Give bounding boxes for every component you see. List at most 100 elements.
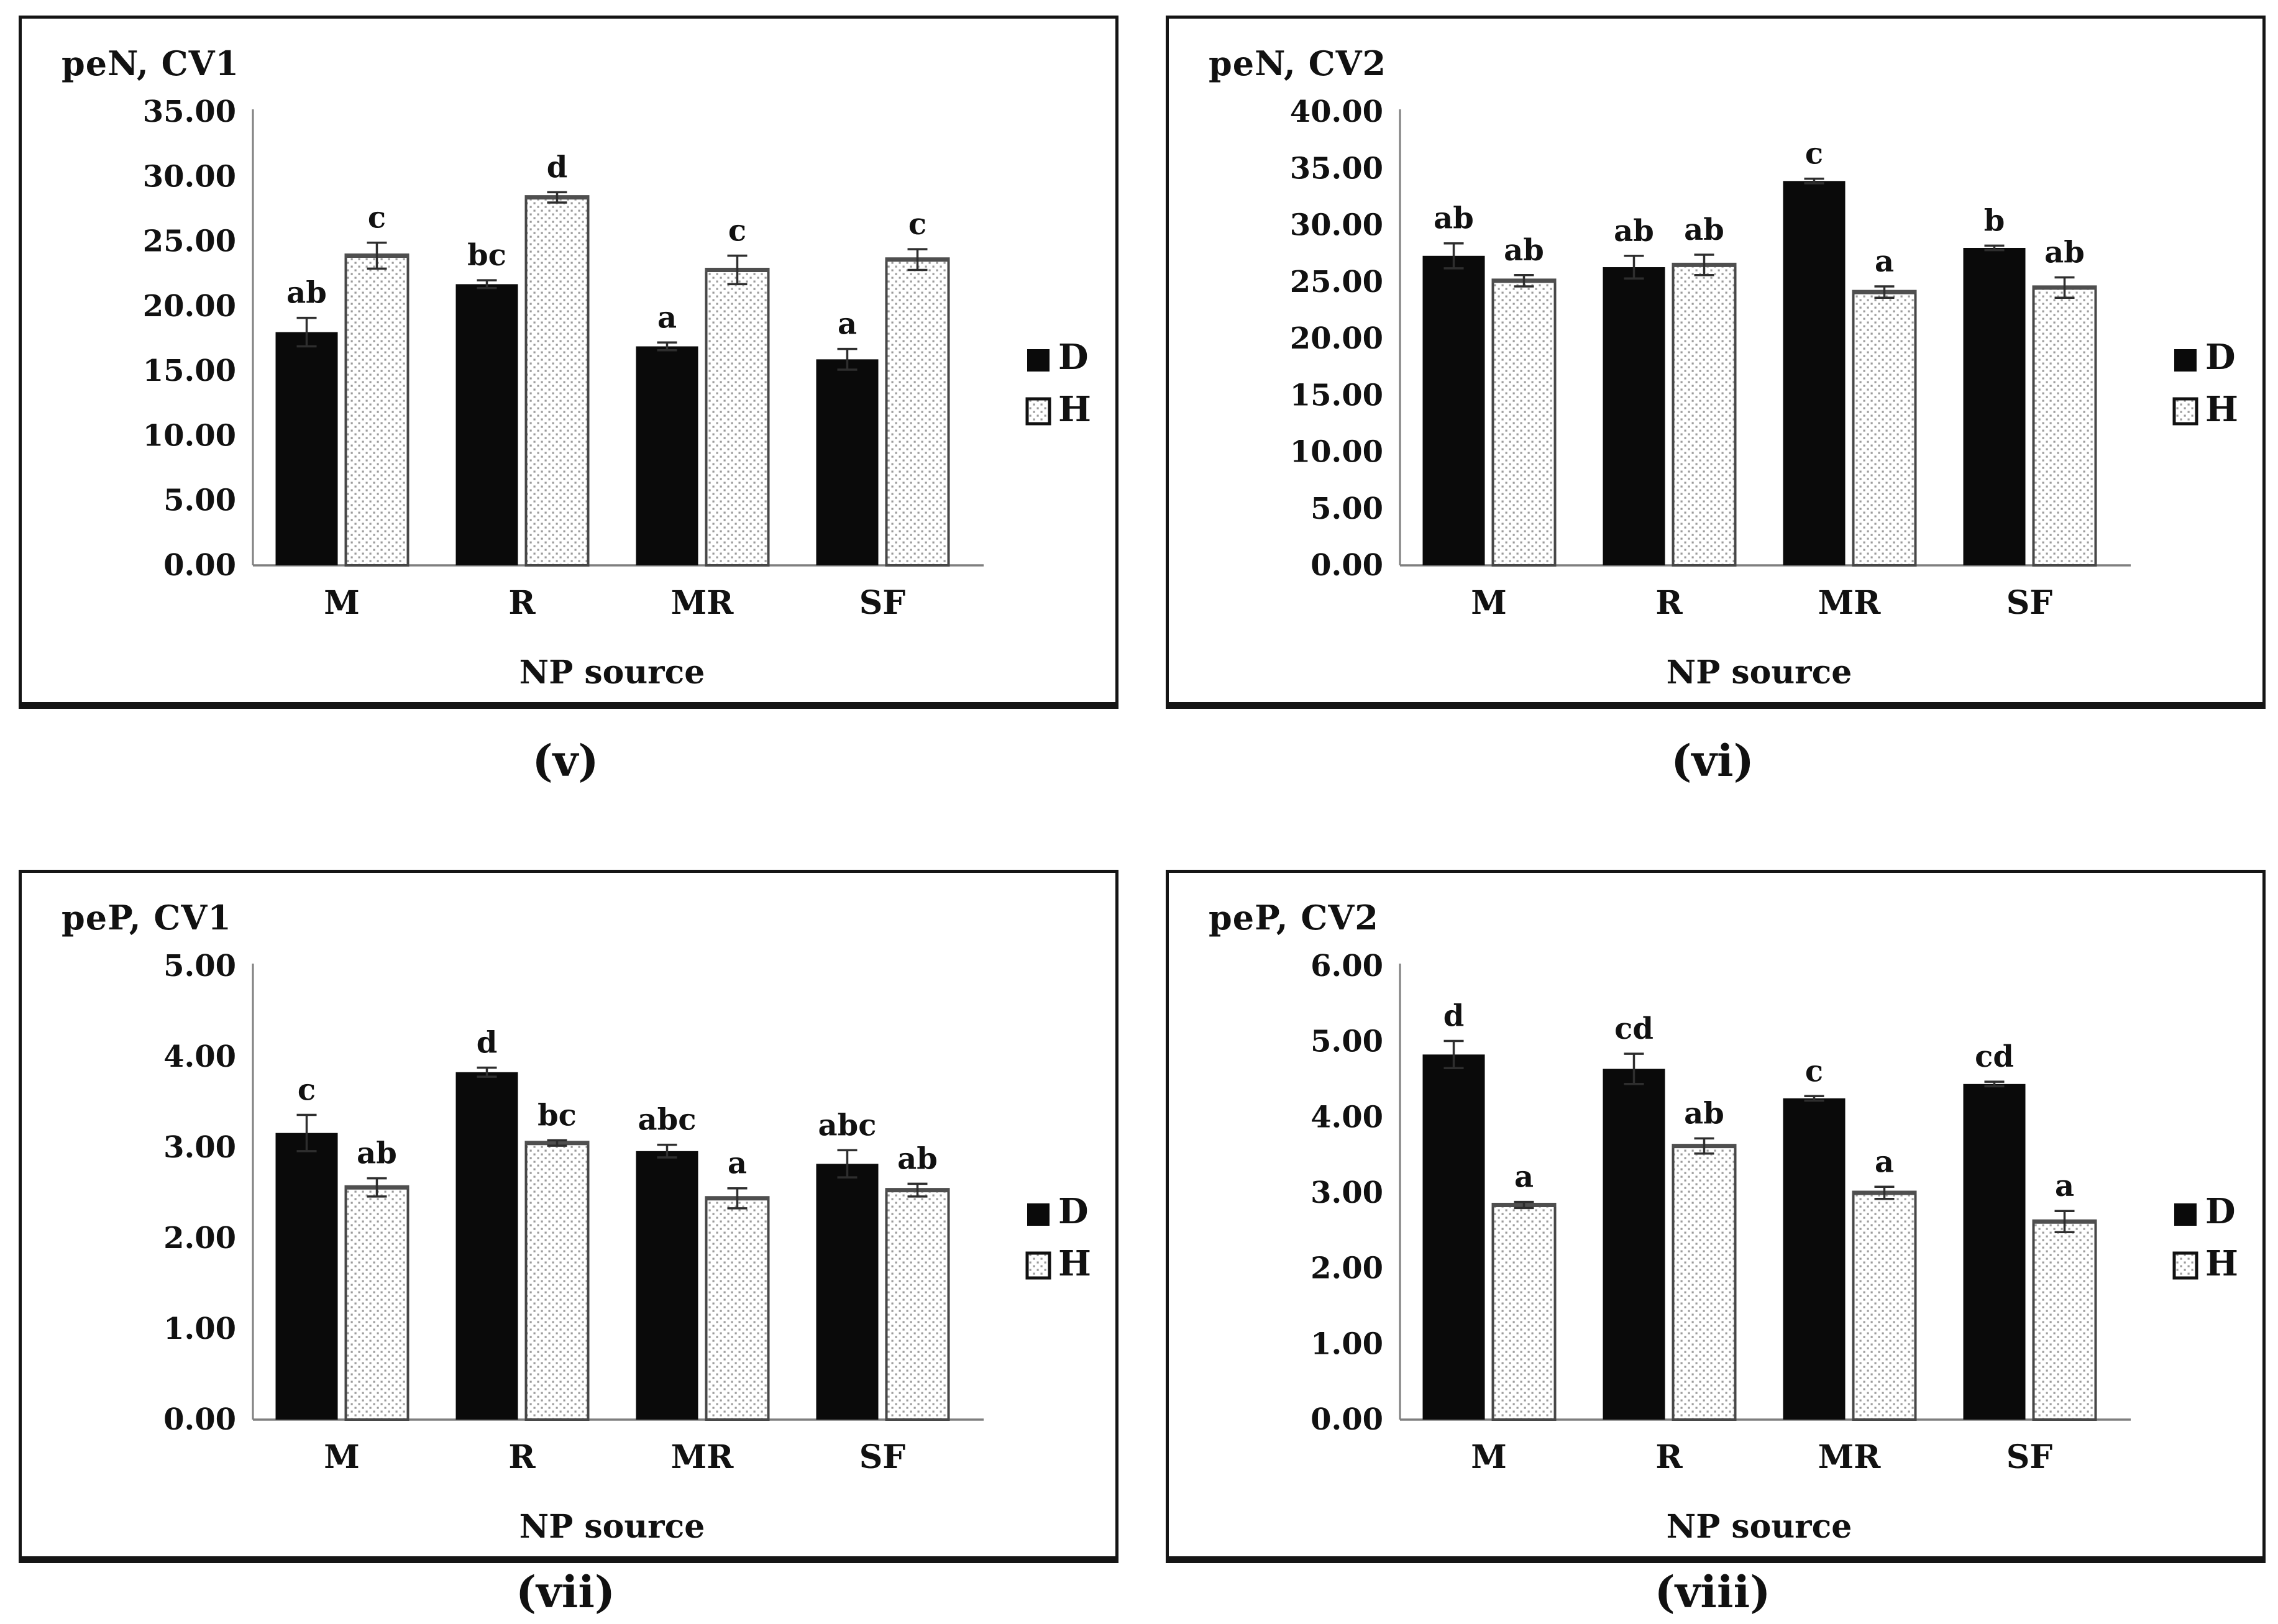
x-axis-title: NP source [1667, 1508, 1852, 1546]
x-axis-title: NP source [519, 1508, 705, 1546]
y-tick-label: 1.00 [1311, 1326, 1383, 1361]
sig-letter-H-M: c [368, 201, 386, 235]
sig-letter-H-R: ab [1684, 1096, 1724, 1131]
bar-D-SF [816, 1164, 879, 1420]
y-tick-label: 5.00 [1311, 491, 1383, 526]
legend-swatch-D [2174, 349, 2197, 372]
x-tick-label: SF [859, 1438, 906, 1476]
bar-chart-viii: 0.00 1.00 2.00 3.00 4.00 5.00 6.00 Md a Rcd ab MR c a… [1311, 949, 2238, 1546]
sig-letter-H-R: ab [1684, 212, 1724, 247]
sig-letter-D-MR: c [1805, 137, 1823, 171]
y-tick-label: 20.00 [143, 289, 236, 324]
sig-letter-D-M: ab [1434, 201, 1474, 236]
bar-H-MR [1852, 1192, 1917, 1421]
legend-label-D: D [2205, 1191, 2236, 1232]
figure-caption-v: (v) [532, 735, 599, 787]
y-tick-label: 2.00 [1311, 1251, 1383, 1286]
sig-letter-D-MR: abc [638, 1103, 697, 1138]
bar-chart-v: 0.00 5.00 10.00 15.00 20.00 25.00 30.00 35.00 Ma… [143, 94, 1091, 691]
bar-H-M [1491, 279, 1557, 567]
bar-chart-vii: 0.001.002.003.004.005.00McabRdbcMRabcaSF… [163, 949, 1091, 1546]
y-tick-label: 2.00 [163, 1221, 236, 1256]
y-tick-label: 35.00 [143, 94, 236, 129]
bar-H-MR [705, 268, 770, 567]
sig-letter-D-SF: abc [818, 1108, 877, 1143]
sig-letter-H-MR: a [728, 1146, 747, 1181]
x-tick-label: SF [2006, 584, 2053, 622]
legend-swatch-H [1025, 1251, 1051, 1280]
bar-H-R [1672, 263, 1737, 567]
legend-label-H: H [1058, 389, 1091, 430]
x-axis-title: NP source [519, 654, 705, 691]
bar-D-MR [1783, 181, 1846, 565]
bar-H-M [1491, 1203, 1557, 1421]
sig-letter-D-SF: b [1984, 203, 2005, 238]
sig-letter-D-M: c [298, 1072, 316, 1107]
sig-letter-H-MR: a [1875, 244, 1894, 279]
legend-label-D: D [2205, 337, 2236, 378]
x-tick-label: MR [1818, 1438, 1882, 1476]
bar-D-MR [636, 346, 698, 565]
bar-D-R [455, 284, 518, 565]
sig-letter-H-SF: ab [897, 1141, 938, 1176]
x-tick-label: SF [859, 584, 906, 622]
x-tick-label: R [508, 584, 536, 622]
sig-letter-D-R: cd [1614, 1011, 1654, 1046]
bar-H-R [524, 1141, 590, 1421]
legend-swatch-D [2174, 1203, 2197, 1226]
y-tick-label: 5.00 [163, 483, 236, 518]
x-tick-label: R [1655, 1438, 1683, 1476]
y-tick-label: 10.00 [1290, 435, 1383, 470]
x-tick-label: SF [2006, 1438, 2053, 1476]
sig-letter-D-SF: cd [1975, 1039, 2014, 1074]
bar-H-SF [885, 258, 950, 567]
sig-letter-H-MR: c [728, 214, 746, 249]
chart-title: peN, CV2 [1209, 43, 1387, 83]
chart-panel-v: peN, CV1 0.00 5.00 10.00 15.00 20.00 25.00 30.… [19, 16, 1118, 709]
bar-D-R [1603, 267, 1665, 565]
chart-title: peP, CV2 [1209, 898, 1379, 937]
bar-H-M [344, 1186, 409, 1421]
bar-D-M [1422, 255, 1485, 565]
sig-letter-D-MR: c [1805, 1054, 1823, 1088]
sig-letter-D-R: d [477, 1026, 498, 1061]
figure-caption-vi: (vi) [1671, 735, 1754, 787]
y-tick-label: 5.00 [163, 949, 236, 983]
bar-H-MR [1852, 291, 1917, 567]
y-tick-label: 0.00 [163, 1402, 236, 1437]
legend-swatch-H [2172, 1251, 2198, 1280]
x-tick-label: R [1655, 584, 1683, 622]
sig-letter-H-M: ab [1504, 233, 1544, 268]
y-tick-label: 0.00 [163, 548, 236, 583]
sig-letter-D-MR: a [657, 300, 677, 335]
x-tick-label: M [1471, 584, 1507, 622]
bar-H-M [344, 254, 409, 567]
chart-panel-vi: peN, CV2 0.00 5.00 10.00 15.00 20.00 25.00 30.… [1166, 16, 2266, 709]
sig-letter-H-R: bc [537, 1098, 577, 1133]
bar-D-M [275, 332, 338, 565]
y-tick-label: 25.00 [1290, 265, 1383, 299]
x-tick-label: M [1471, 1438, 1507, 1476]
bar-D-SF [1963, 248, 2026, 565]
bar-D-R [1603, 1069, 1665, 1420]
y-tick-label: 0.00 [1311, 548, 1383, 583]
legend-label-H: H [1058, 1243, 1091, 1284]
y-tick-label: 1.00 [163, 1312, 236, 1346]
legend-swatch-H [1025, 397, 1051, 426]
y-tick-label: 20.00 [1290, 321, 1383, 356]
legend-swatch-D [1027, 349, 1050, 372]
legend-label-D: D [1058, 337, 1089, 378]
y-tick-label: 10.00 [143, 418, 236, 453]
sig-letter-H-R: d [547, 150, 568, 185]
x-tick-label: MR [671, 1438, 734, 1476]
figure-caption-viii: (viii) [1654, 1566, 1771, 1618]
sig-letter-H-SF: ab [2044, 235, 2085, 270]
sig-letter-H-SF: a [2055, 1169, 2074, 1203]
bar-H-SF [2032, 1220, 2097, 1421]
y-tick-label: 15.00 [143, 354, 236, 388]
legend-swatch-D [1027, 1203, 1050, 1226]
bar-H-MR [705, 1197, 770, 1421]
y-tick-label: 3.00 [1311, 1175, 1383, 1210]
